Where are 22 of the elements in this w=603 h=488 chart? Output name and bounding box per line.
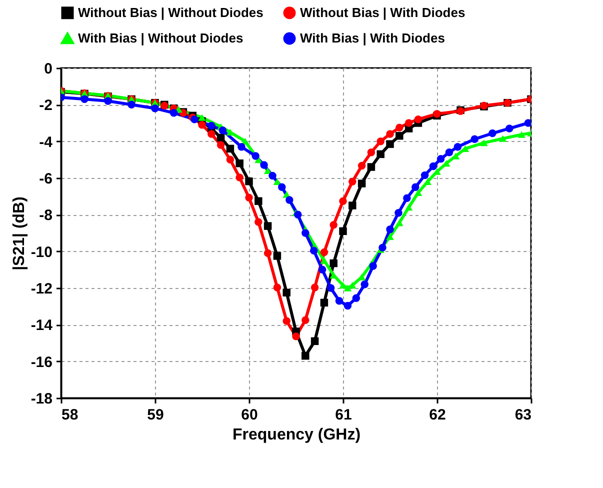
x-tick-label: 58 [62,406,78,424]
legend-label: With Bias | Without Diodes [78,30,244,46]
y-tick-label: -10 [30,244,52,261]
x-tick-label: 63 [514,406,532,424]
legend-label: With Bias | With Diodes [300,30,445,46]
y-tick-label: -8 [39,207,52,224]
y-tick-label: 0 [44,60,52,78]
x-tick-label: 61 [335,406,352,424]
y-tick-label: -6 [39,170,52,188]
x-tick-label: 60 [241,406,258,424]
y-tick-label: -16 [30,354,52,371]
x-tick-label: 62 [429,406,446,424]
legend-label: Without Bias | Without Diodes [78,4,264,20]
y-tick-label: -18 [30,390,52,408]
x-axis-title: Frequency (GHz) [232,426,361,444]
y-axis-title: |S21| (dB) [10,196,28,270]
legend-label: Without Bias | With Diodes [300,4,466,20]
y-tick-label: -2 [39,97,52,114]
x-tick-label: 59 [147,406,164,424]
y-tick-label: -14 [30,317,54,334]
y-tick-label: -4 [39,134,54,151]
y-tick-label: -12 [30,280,52,298]
